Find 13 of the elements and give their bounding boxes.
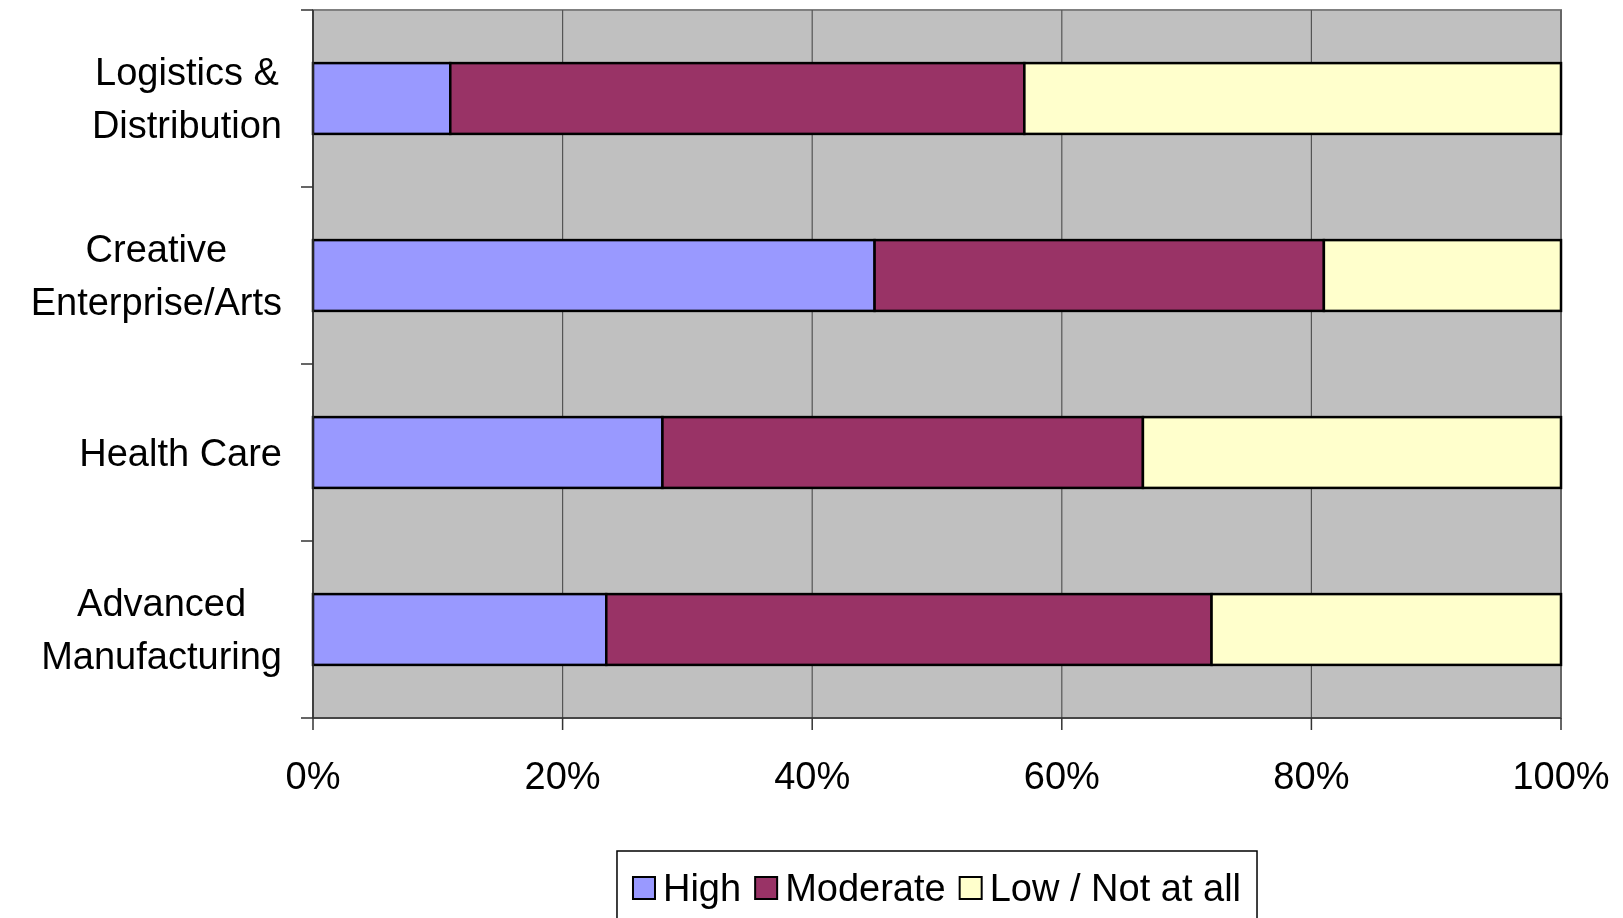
y-tick-label: Health Care xyxy=(79,431,282,474)
legend-label: Moderate xyxy=(785,867,946,909)
y-tick-label: Logistics & Distribution xyxy=(91,51,282,146)
x-tick-label: 40% xyxy=(774,755,851,797)
x-tick-label: 60% xyxy=(1023,755,1100,797)
x-tick-label: 100% xyxy=(1512,755,1610,797)
y-tick-label: Advanced Manufacturing xyxy=(41,582,282,677)
x-tick-label: 80% xyxy=(1273,755,1350,797)
y-tick-label: Creative Enterprise/Arts xyxy=(30,228,282,323)
x-tick-label: 0% xyxy=(285,755,341,797)
legend-label: High xyxy=(662,867,742,909)
legend-label: Low / Not at all xyxy=(989,867,1242,909)
x-tick-label: 20% xyxy=(524,755,601,797)
